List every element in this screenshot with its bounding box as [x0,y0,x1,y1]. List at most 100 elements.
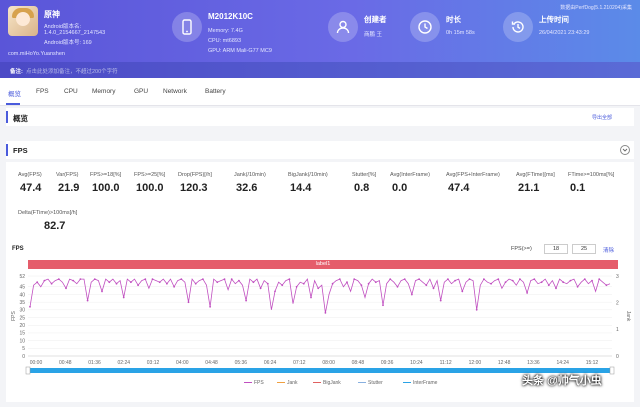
y-tick-label: 0 [22,354,25,360]
fps-point [216,281,219,284]
fps-threshold-input-2[interactable]: 25 [572,244,596,254]
note-label: 备注: [10,69,23,75]
metric-label: Avg(FTime)[ms] [516,172,555,178]
metric-value: 14.4 [290,182,312,194]
metric-value: 0.0 [392,182,408,194]
duration-value: 0h 15m 58s [446,30,475,36]
tab-gpu[interactable]: GPU [134,88,149,95]
fps-point [591,279,593,282]
fps-point [310,296,312,299]
fps-point [302,282,305,285]
metric-3: FPS>=25[%] 100.0 [134,172,165,194]
fps-point [425,284,428,287]
fps-point [50,282,53,285]
x-tick-label: 15:12 [586,360,599,366]
note-bar[interactable]: 备注: 点击此处添加备注，不超过200个字符 [0,62,640,78]
metric-4: Drop(FPS)[/h] 120.3 [178,172,212,194]
android-version: 1.4.0_2154667_2147543 [44,30,106,36]
metric-10: Avg(FTime)[ms] 21.1 [516,172,555,194]
y2-tick-label: 1 [616,327,619,333]
fps-point [93,278,96,280]
upload-title: 上传时间 [539,15,569,24]
metric-7: Stutter[%] 0.8 [352,172,376,194]
fps-threshold-input-1[interactable]: 18 [544,244,568,254]
fps-point [374,281,377,284]
chevron-down-icon [622,148,628,152]
fps-point [187,301,190,304]
fps-point [338,278,341,280]
tab-battery[interactable]: Battery [205,88,226,95]
clear-button[interactable]: 清除 [603,248,615,254]
x-tick-label: 08:48 [352,360,365,366]
report-header: 原神 Android版本名: 1.4.0_2154667_2147543 And… [0,0,640,62]
fps-point [331,282,334,285]
y2-tick-label: 0 [616,354,619,360]
metric-12: Delta(FTime)>100ms[/h] 82.7 [18,210,77,232]
metric-11: FTime>=100ms[%] 0.1 [568,172,614,194]
metric-value: 100.0 [136,182,164,194]
tab-fps[interactable]: FPS [36,88,49,95]
fps-point [519,278,521,280]
fps-point [583,278,586,280]
fps-point [605,284,608,287]
metric-label: Drop(FPS)[/h] [178,172,212,178]
tab-overview[interactable]: 概览 [8,91,21,98]
version-text: 数据由PerfDog(5.1.210204)采集 [560,5,632,11]
fps-point [562,281,565,284]
metric-2: FPS>=18[%] 100.0 [90,172,121,194]
metric-label: Jank(/10min) [234,172,266,178]
creator-title: 创建者 [364,15,387,24]
legend-item: Jank [287,380,298,386]
tab-memory[interactable]: Memory [92,88,116,95]
fps-point [511,279,514,282]
user-icon [328,12,358,42]
metric-value: 82.7 [44,220,66,232]
tab-network[interactable]: Network [163,88,187,95]
x-tick-label: 13:36 [527,360,540,366]
tab-bar: 概览 FPS CPU Memory GPU Network Battery [0,78,640,106]
active-tab-indicator [6,103,20,105]
metric-value: 21.9 [58,182,80,194]
x-tick-label: 04:48 [205,360,218,366]
android-code: Android版本号: 169 [44,40,92,46]
fps-point [353,278,356,280]
x-tick-label: 01:36 [88,360,101,366]
fps-point [137,284,140,287]
fps-point [468,278,471,280]
fps-point [598,278,601,280]
metric-label: Avg(FPS+InterFrame) [446,172,500,178]
fps-point [447,278,449,280]
legend-item: BigJank [323,380,341,386]
tab-cpu[interactable]: CPU [64,88,78,95]
creator-info: 创建者 商鹏 王 [328,12,408,52]
fps-point [317,287,320,290]
device-memory: Memory: 7.4G [208,28,243,34]
fps-point [346,281,348,284]
collapse-button[interactable] [620,145,630,155]
duration-title: 时长 [446,15,461,24]
scroll-handle-right [609,366,615,375]
x-tick-label: 00:00 [30,360,43,366]
fps-point [57,278,60,280]
legend-item: InterFrame [413,380,438,386]
fps-point [259,287,262,290]
metric-label: BigJank(/10min) [288,172,328,178]
android-version-label: Android版本名: [44,24,81,30]
y-tick-label: 30 [19,308,25,314]
fps-point [454,279,456,282]
x-tick-label: 09:36 [381,360,394,366]
y-tick-label: 25 [19,315,25,321]
metric-label: FPS>=25[%] [134,172,166,178]
export-all-link[interactable]: 导出全部 [591,115,612,121]
fps-point [533,278,536,280]
fps-point [295,285,298,288]
upload-value: 26/04/2021 23:43:29 [539,30,590,36]
metric-label: Avg(FPS) [18,172,42,178]
fps-point [209,305,212,308]
device-info: M2012K10C Memory: 7.4G CPU: mt6893 GPU: … [172,8,322,58]
metric-value: 47.4 [20,182,42,194]
history-icon [503,12,533,42]
label-bar[interactable]: label1 [28,260,618,269]
note-input[interactable]: 点击此处添加备注，不超过200个字符 [26,69,118,75]
